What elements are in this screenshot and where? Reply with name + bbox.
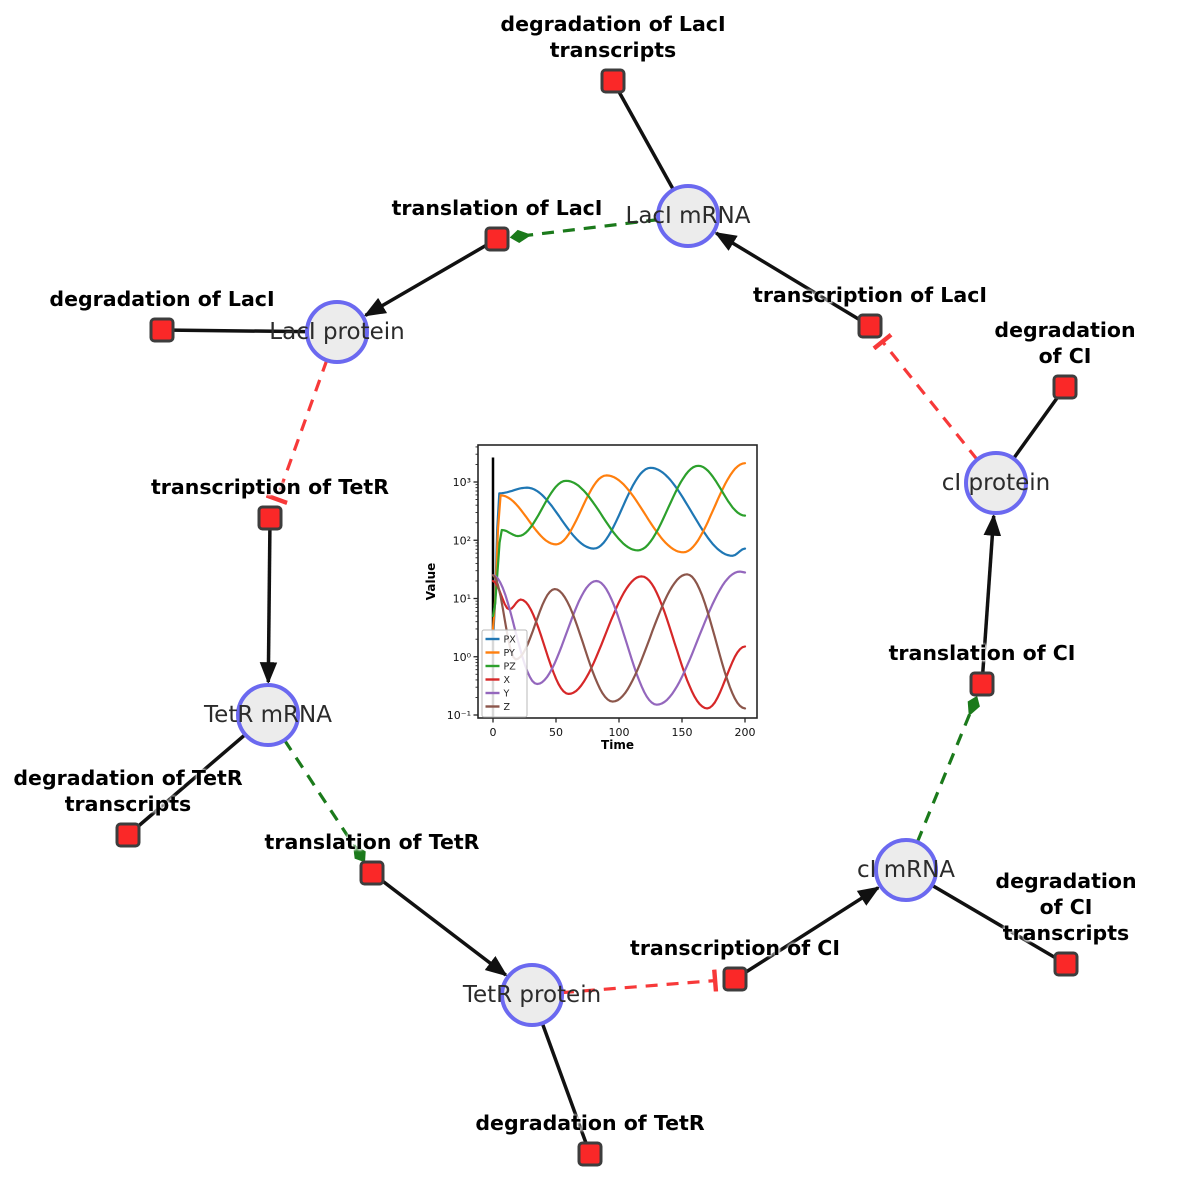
reaction-node-deg_ci_tx[interactable] xyxy=(1053,951,1079,977)
species-label-tetr_protein: TetR protein xyxy=(462,982,602,1008)
species-label-laci_protein: LacI protein xyxy=(269,319,405,345)
edge-production-transl_laci-laci_protein xyxy=(363,237,498,317)
legend-label-PY: PY xyxy=(504,648,516,659)
edge-inhibition-tetr_protein-tx_ci xyxy=(561,969,719,995)
reaction-node-tx_laci[interactable] xyxy=(857,313,883,339)
edge-catalysis-laci_mrna-transl_laci xyxy=(509,218,659,243)
reaction-label-transl_tetr: translation of TetR xyxy=(264,830,480,854)
legend-label-PX: PX xyxy=(504,634,517,645)
legend-label-PZ: PZ xyxy=(504,661,517,672)
reaction-node-deg_tetr[interactable] xyxy=(577,1141,603,1167)
edge-production-transl_ci-ci_protein xyxy=(980,513,1002,685)
reaction-node-deg_ci[interactable] xyxy=(1052,374,1078,400)
series-PY-line xyxy=(491,462,747,631)
x-axis-label: Time xyxy=(601,738,634,752)
y-tick-label: 10² xyxy=(453,534,471,547)
y-tick-label: 10⁰ xyxy=(453,651,472,664)
species-label-ci_protein: cI protein xyxy=(941,470,1051,496)
y-tick-label: 10¹ xyxy=(453,593,471,606)
x-tick-label: 200 xyxy=(735,726,756,739)
reaction-node-tx_tetr[interactable] xyxy=(257,505,283,531)
reaction-label-deg_tetr_tx: degradation of TetR transcripts xyxy=(13,766,243,816)
reaction-label-deg_tetr: degradation of TetR xyxy=(475,1111,705,1135)
legend-label-Y: Y xyxy=(503,688,510,699)
species-label-tetr_mrna: TetR mRNA xyxy=(204,702,332,728)
edge-production-tx_ci-ci_mrna xyxy=(734,886,881,981)
species-label-ci_mrna: cI mRNA xyxy=(856,857,956,883)
edge-production-tx_laci-laci_mrna xyxy=(714,231,871,328)
species-node-tetr_protein[interactable] xyxy=(500,963,564,1027)
reaction-label-tx_laci: transcription of LacI xyxy=(753,283,987,307)
x-tick-label: 150 xyxy=(672,726,693,739)
series-Y-line xyxy=(491,570,747,706)
chart-svg: 0 50 100 150 200 10⁻¹ 10⁰ 10¹ 10² 10³ Time Value PX P… xyxy=(424,444,758,752)
series-Z-line xyxy=(491,573,747,710)
reaction-label-deg_laci: degradation of LacI xyxy=(49,287,275,311)
reaction-node-transl_tetr[interactable] xyxy=(359,860,385,886)
series-PZ-line xyxy=(491,464,747,618)
reaction-label-deg_ci: degradation of CI xyxy=(994,318,1136,368)
reaction-label-transl_ci: translation of CI xyxy=(888,641,1076,665)
reaction-label-deg_ci_tx: degradation of CI transcripts xyxy=(995,869,1137,945)
edge-catalysis-ci_mrna-transl_ci xyxy=(915,695,980,843)
reaction-node-deg_laci_tx[interactable] xyxy=(600,68,626,94)
species-node-laci_mrna[interactable] xyxy=(656,184,720,248)
species-label-laci_mrna: LacI mRNA xyxy=(625,203,751,229)
x-tick-label: 0 xyxy=(490,726,497,739)
reaction-node-transl_laci[interactable] xyxy=(484,226,510,252)
x-tick-label: 50 xyxy=(549,726,563,739)
reaction-label-deg_laci_tx: degradation of LacI transcripts xyxy=(500,12,726,62)
series-X-line xyxy=(491,575,747,710)
legend-label-Z: Z xyxy=(504,702,511,713)
y-tick-label: 10⁻¹ xyxy=(447,709,471,722)
legend-label-X: X xyxy=(504,675,511,686)
reaction-node-deg_tetr_tx[interactable] xyxy=(115,822,141,848)
species-node-laci_protein[interactable] xyxy=(305,300,369,364)
reaction-label-tx_tetr: transcription of TetR xyxy=(150,475,390,499)
x-tick-label: 100 xyxy=(609,726,630,739)
reaction-node-deg_laci[interactable] xyxy=(149,317,175,343)
reaction-label-tx_ci: transcription of CI xyxy=(630,936,840,960)
reaction-node-tx_ci[interactable] xyxy=(722,966,748,992)
species-node-ci_mrna[interactable] xyxy=(874,838,938,902)
species-node-ci_protein[interactable] xyxy=(964,451,1028,515)
inset-timeseries-chart: 0 50 100 150 200 10⁻¹ 10⁰ 10¹ 10² 10³ Time Value PX P… xyxy=(423,438,768,764)
species-node-tetr_mrna[interactable] xyxy=(236,683,300,747)
edge-inhibition-laci_protein-tx_tetr xyxy=(265,359,329,505)
edge-production-transl_tetr-tetr_protein xyxy=(370,871,508,977)
y-axis-label: Value xyxy=(424,563,438,601)
edge-production-tx_tetr-tetr_mrna xyxy=(259,517,278,685)
edge-inhibition-ci_protein-tx_laci xyxy=(872,332,979,461)
edge-catalysis-tetr_mrna-transl_tetr xyxy=(283,739,366,863)
y-tick-label: 10³ xyxy=(453,476,471,489)
reaction-label-transl_laci: translation of LacI xyxy=(391,196,603,220)
reaction-node-transl_ci[interactable] xyxy=(969,671,995,697)
